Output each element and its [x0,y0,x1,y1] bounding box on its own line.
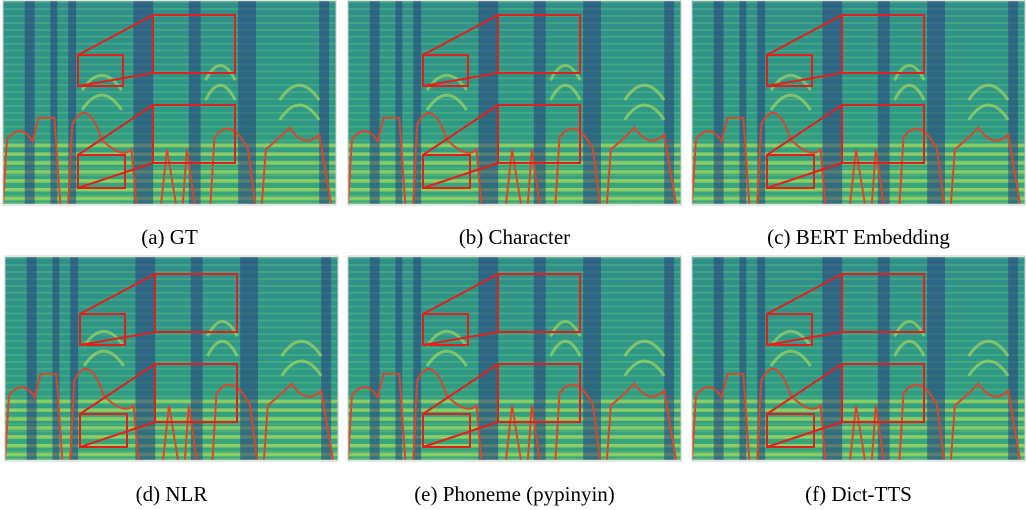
panel-border [691,0,1026,206]
zoom-box [154,363,238,423]
caption: (d) NLR [136,482,208,506]
zoom-box [497,363,581,423]
spectrogram [348,0,681,205]
panel: (c) BERT Embedding [691,0,1026,249]
spectrogram [348,256,681,461]
zoom-line [422,273,499,315]
panel: (a) GT [2,0,337,249]
zoom-box [154,273,238,333]
source-box [766,54,813,87]
zoom-line [766,363,843,415]
zoom-box [497,14,581,74]
zoom-line [422,363,499,415]
zoom-line [77,162,154,189]
zoom-line [422,331,499,346]
zoom-line [766,14,843,56]
zoom-box [841,273,925,333]
caption: (f) Dict-TTS [805,482,912,506]
zoom-line [79,273,156,315]
zoom-box [497,273,581,333]
panel: (f) Dict-TTS [691,255,1026,506]
panel-border [2,0,337,206]
spectrogram [5,256,338,461]
panel-border [347,0,682,206]
zoom-box [841,104,925,164]
zoom-line [766,104,843,156]
spectrogram [692,256,1025,461]
zoom-line [422,162,499,189]
source-box [766,313,813,346]
zoom-box [841,363,925,423]
zoom-box [841,14,925,74]
zoom-line [766,72,843,87]
source-box [77,54,124,87]
zoom-line [766,331,843,346]
panel: (e) Phoneme (pypinyin) [347,255,682,506]
zoom-line [422,14,499,56]
zoom-line [79,331,156,346]
zoom-line [422,104,499,156]
zoom-line [79,363,156,415]
panel-border [691,255,1026,462]
caption: (c) BERT Embedding [767,225,950,249]
zoom-box [497,104,581,164]
caption: (e) Phoneme (pypinyin) [414,482,615,506]
spectrogram [3,0,336,205]
spectrogram [692,0,1025,205]
zoom-line [79,421,156,448]
caption: (a) GT [141,225,198,249]
zoom-line [422,72,499,87]
panel: (d) NLR [4,255,339,506]
panel: (b) Character [347,0,682,249]
zoom-line [422,421,499,448]
source-box [79,313,126,346]
zoom-box [152,104,236,164]
panel-border [4,255,339,462]
caption: (b) Character [459,225,570,249]
zoom-box [152,14,236,74]
zoom-line [766,273,843,315]
source-box [422,54,469,87]
panel-border [347,255,682,462]
zoom-line [766,162,843,189]
source-box [422,313,469,346]
zoom-line [766,421,843,448]
zoom-line [77,104,154,156]
zoom-line [77,14,154,56]
zoom-line [77,72,154,87]
